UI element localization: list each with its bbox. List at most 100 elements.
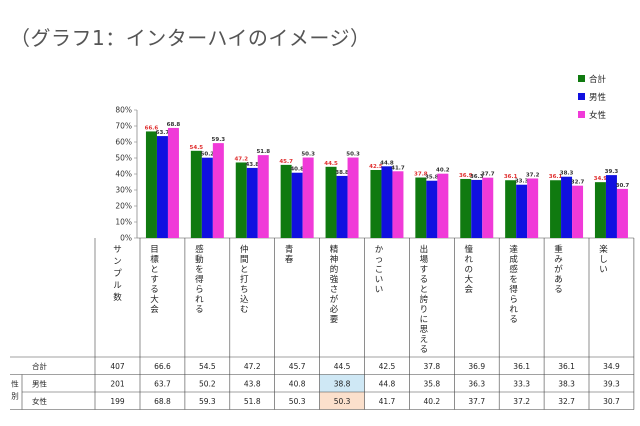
table-cell: 42.5	[379, 362, 396, 371]
legend-label-女性: 女性	[589, 110, 607, 121]
bar-value-label: 51.8	[256, 149, 270, 155]
highlight-cell	[319, 374, 365, 392]
table-cell: 40.2	[423, 397, 440, 406]
highlight-cell	[319, 392, 365, 410]
bar-value-label: 37.8	[414, 172, 428, 178]
table-cell: 51.8	[244, 397, 261, 406]
bar-value-label: 50.2	[201, 152, 215, 158]
bar-男性-7	[471, 179, 483, 238]
table-cell: 30.7	[603, 397, 620, 406]
bar-女性-9	[572, 185, 584, 238]
y-tick-label: 30%	[115, 186, 132, 195]
y-tick-label: 20%	[115, 202, 132, 211]
table-cell: 38.3	[558, 379, 575, 388]
group-label: 性別	[11, 379, 19, 401]
table-cell: 33.3	[513, 379, 530, 388]
header-category-1: 感動を得られる	[195, 244, 204, 315]
bar-合計-5	[370, 170, 382, 238]
y-tick-label: 10%	[115, 218, 132, 227]
row-label-女性: 女性	[32, 396, 47, 406]
bar-value-label: 36.1	[549, 174, 563, 180]
header-category-3: 青春	[285, 244, 294, 265]
bar-男性-6	[426, 180, 438, 238]
bar-女性-3	[302, 157, 314, 238]
table-cell: 38.8	[334, 379, 351, 388]
table-cell: 39.3	[603, 379, 620, 388]
bar-女性-6	[437, 173, 449, 238]
bar-value-label: 40.2	[436, 168, 450, 174]
bar-男性-1	[201, 157, 213, 238]
header-category-10: 楽しい	[599, 244, 608, 275]
table-cell: 32.7	[558, 397, 575, 406]
bar-女性-4	[347, 157, 359, 238]
bar-value-label: 41.7	[391, 165, 405, 171]
table-cell: 41.7	[379, 397, 396, 406]
bar-女性-7	[482, 177, 494, 238]
bar-男性-5	[381, 166, 393, 238]
bar-value-label: 43.8	[245, 162, 259, 168]
bar-value-label: 33.3	[515, 179, 529, 185]
table-cell: 44.8	[379, 379, 396, 388]
bar-value-label: 47.2	[234, 156, 248, 162]
bar-合計-0	[145, 131, 157, 238]
legend-swatch-合計	[578, 75, 585, 82]
bar-合計-10	[594, 182, 606, 238]
table-cell: 44.5	[334, 362, 351, 371]
legend-label-男性: 男性	[589, 92, 607, 103]
legend-swatch-女性	[578, 111, 585, 118]
table-cell: 63.7	[154, 379, 171, 388]
bar-value-label: 36.1	[504, 174, 518, 180]
table-cell: 45.7	[289, 362, 306, 371]
y-tick-label: 70%	[115, 122, 132, 131]
table-cell: 34.9	[603, 362, 620, 371]
bar-value-label: 54.5	[190, 145, 204, 151]
bar-男性-0	[156, 136, 168, 238]
table-cell: 36.1	[513, 362, 530, 371]
table-cell: 36.3	[468, 379, 485, 388]
bar-合計-1	[190, 150, 202, 238]
table-cell: 50.2	[199, 379, 216, 388]
table-cell: 59.3	[199, 397, 216, 406]
bar-value-label: 63.7	[156, 130, 170, 136]
header-category-7: 憧れの大会	[464, 244, 473, 295]
bar-value-label: 37.7	[481, 172, 495, 178]
bar-女性-2	[257, 155, 269, 238]
bar-value-label: 37.2	[526, 172, 540, 178]
bar-合計-7	[460, 178, 472, 238]
table-cell: 37.2	[513, 397, 530, 406]
bar-男性-4	[336, 175, 348, 238]
header-category-6: 出場すると誇りに思える	[420, 244, 429, 355]
table-cell: 66.6	[154, 362, 171, 371]
bar-value-label: 59.3	[212, 137, 226, 143]
bar-男性-2	[246, 167, 258, 238]
y-tick-label: 40%	[115, 170, 132, 179]
bar-value-label: 50.3	[346, 152, 360, 158]
table-cell: 54.5	[199, 362, 216, 371]
bar-value-label: 39.3	[605, 169, 619, 175]
bar-value-label: 40.8	[290, 167, 304, 173]
table-cell: 68.8	[154, 397, 171, 406]
table-cell: 36.1	[558, 362, 575, 371]
bar-男性-3	[291, 172, 303, 238]
bar-合計-2	[235, 162, 247, 238]
bar-女性-5	[392, 171, 404, 238]
table-cell: 37.8	[423, 362, 440, 371]
bar-女性-0	[167, 127, 179, 238]
bar-value-label: 36.3	[470, 174, 484, 180]
bar-value-label: 34.9	[594, 176, 608, 182]
legend-swatch-男性	[578, 93, 585, 100]
table-cell: 36.9	[468, 362, 485, 371]
bar-女性-1	[212, 143, 224, 238]
bar-value-label: 30.7	[616, 183, 630, 189]
header-sample: サンプル数	[113, 245, 122, 303]
header-category-0: 目標とする大会	[150, 245, 159, 315]
bar-value-label: 45.7	[279, 159, 293, 165]
bar-value-label: 42.5	[369, 164, 383, 170]
bar-value-label: 50.3	[301, 152, 315, 158]
bar-合計-4	[325, 166, 337, 238]
y-tick-label: 0%	[120, 234, 132, 243]
bar-男性-8	[516, 184, 528, 238]
y-tick-label: 60%	[115, 138, 132, 147]
header-category-2: 仲間と打ち込む	[240, 244, 249, 315]
